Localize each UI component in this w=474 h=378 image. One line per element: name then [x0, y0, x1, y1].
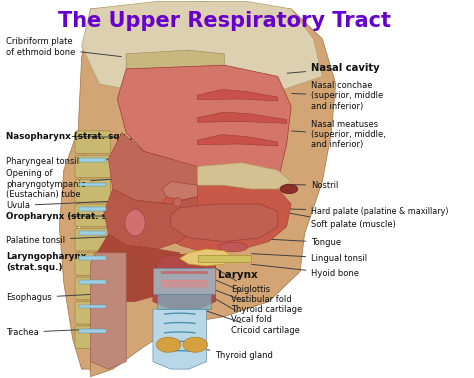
FancyBboxPatch shape [75, 326, 110, 349]
Text: Cricoid cartilage: Cricoid cartilage [187, 304, 300, 335]
FancyBboxPatch shape [75, 253, 110, 275]
Text: The Upper Respiratory Tract: The Upper Respiratory Tract [58, 11, 391, 31]
Polygon shape [157, 294, 211, 309]
Bar [80, 207, 106, 211]
Bar [80, 305, 106, 308]
Ellipse shape [219, 242, 248, 252]
Bar [80, 231, 106, 235]
Text: Vestibular fold: Vestibular fold [200, 273, 292, 304]
Text: Nostril: Nostril [285, 181, 338, 190]
Text: Nasal meatuses
(superior, middle,
and inferior): Nasal meatuses (superior, middle, and in… [292, 120, 386, 149]
Polygon shape [109, 133, 198, 204]
Bar [198, 256, 251, 262]
Ellipse shape [156, 337, 181, 352]
Text: Nasal conchae
(superior, middle
and inferior): Nasal conchae (superior, middle and infe… [292, 81, 383, 111]
Bar [80, 280, 106, 284]
Text: Vocal fold: Vocal fold [191, 285, 272, 324]
Text: Esophagus: Esophagus [6, 293, 108, 302]
Polygon shape [117, 65, 291, 200]
Text: Oropharynx (strat. squ.): Oropharynx (strat. squ.) [6, 212, 127, 220]
Text: Soft palate (muscle): Soft palate (muscle) [202, 198, 396, 229]
Text: Uvula: Uvula [6, 201, 115, 210]
Text: Pharyngeal tonsil: Pharyngeal tonsil [6, 158, 126, 166]
Bar [80, 329, 106, 333]
Polygon shape [162, 181, 198, 200]
Text: Palatine tonsil: Palatine tonsil [6, 235, 126, 245]
Ellipse shape [125, 210, 145, 236]
Text: Trachea: Trachea [6, 328, 119, 337]
Text: Nasopharynx (strat. squ.): Nasopharynx (strat. squ.) [6, 132, 133, 141]
Text: Thyroid cartilage: Thyroid cartilage [191, 281, 302, 314]
FancyBboxPatch shape [75, 155, 110, 178]
Text: Hyoid bone: Hyoid bone [252, 264, 359, 278]
Text: Tongue: Tongue [258, 238, 341, 247]
FancyBboxPatch shape [75, 131, 110, 153]
Polygon shape [198, 112, 287, 123]
Polygon shape [198, 135, 278, 146]
Polygon shape [95, 234, 180, 302]
Text: Epiglottis: Epiglottis [200, 259, 270, 294]
FancyBboxPatch shape [75, 277, 110, 300]
Polygon shape [104, 189, 198, 249]
Polygon shape [59, 133, 91, 369]
FancyBboxPatch shape [75, 302, 110, 324]
Bar [80, 158, 106, 162]
Polygon shape [198, 163, 291, 189]
Text: Nasal cavity: Nasal cavity [287, 63, 380, 73]
Polygon shape [180, 249, 233, 266]
Text: Larynx: Larynx [201, 270, 257, 280]
Polygon shape [82, 2, 322, 99]
Polygon shape [153, 309, 207, 369]
Text: Hard palate (palatine & maxillary): Hard palate (palatine & maxillary) [274, 207, 449, 216]
Polygon shape [153, 253, 215, 309]
Text: Lingual tonsil: Lingual tonsil [252, 254, 367, 263]
Bar [80, 256, 106, 260]
Ellipse shape [183, 337, 208, 352]
FancyBboxPatch shape [75, 180, 110, 202]
Bar [80, 183, 106, 186]
Text: Opening of
pharyngotympanic
(Eustachian) tube: Opening of pharyngotympanic (Eustachian)… [6, 169, 118, 199]
Polygon shape [153, 268, 215, 294]
Polygon shape [157, 185, 291, 253]
Polygon shape [77, 2, 336, 376]
Polygon shape [198, 90, 278, 101]
FancyBboxPatch shape [75, 204, 110, 226]
Text: Thyroid gland: Thyroid gland [187, 346, 273, 361]
Text: Cribriform plate
of ethmoid bone: Cribriform plate of ethmoid bone [6, 37, 121, 57]
Ellipse shape [173, 197, 182, 207]
Polygon shape [126, 50, 224, 69]
FancyBboxPatch shape [75, 228, 110, 251]
Ellipse shape [280, 184, 298, 194]
Text: Laryngopharynx
(strat.squ.): Laryngopharynx (strat.squ.) [6, 253, 109, 272]
Polygon shape [171, 204, 278, 242]
Polygon shape [91, 253, 126, 369]
